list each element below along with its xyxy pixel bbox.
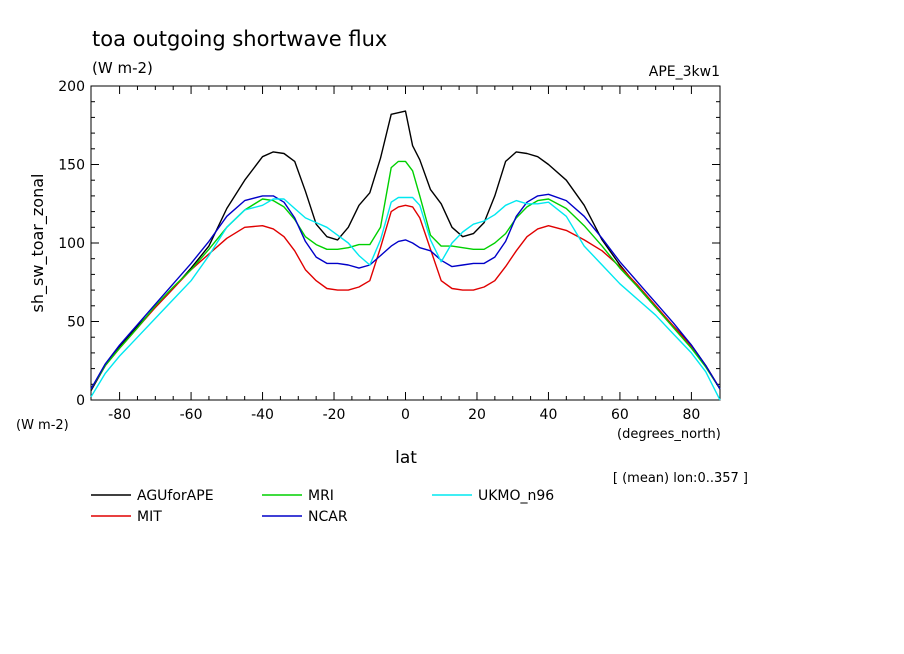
footnote: [ (mean) lon:0..357 ] (613, 471, 748, 486)
legend-label: MIT (137, 509, 162, 525)
series-line-ncar (90, 193, 721, 390)
y-tick-label: 200 (58, 79, 85, 95)
x-tick-label: 80 (682, 407, 700, 423)
legend-label: NCAR (308, 509, 348, 525)
series-line-mri (90, 160, 721, 390)
y-tick-label: 150 (58, 158, 85, 174)
legend-label: MRI (308, 488, 334, 504)
x-tick-labels: -80 -60 -40 -20 0 20 40 60 80 (108, 407, 700, 423)
legend-label: UKMO_n96 (478, 488, 554, 504)
x-tick-label: 60 (611, 407, 629, 423)
x-tick-label: -40 (251, 407, 274, 423)
plot-frame (90, 85, 721, 401)
x-axis-units: (degrees_north) (617, 427, 721, 442)
legend-label: AGUforAPE (137, 488, 214, 504)
x-tick-label: -60 (180, 407, 203, 423)
series-layer (90, 110, 721, 401)
x-tick-label: 0 (401, 407, 410, 423)
x-tick-label: -80 (108, 407, 131, 423)
chart-title: toa outgoing shortwave flux (92, 27, 387, 51)
legend: AGUforAPE MIT MRI NCAR UKMO_n96 (91, 488, 554, 525)
series-line-ukmo-n96 (90, 196, 721, 401)
y-tick-label: 0 (76, 393, 85, 409)
run-label: APE_3kw1 (649, 64, 720, 80)
series-line-aguforape (90, 110, 721, 391)
y-axis-label: sh_sw_toar_zonal (28, 174, 48, 313)
x-tick-label: 40 (540, 407, 558, 423)
series-line-mit (90, 204, 721, 390)
x-axis-label: lat (395, 448, 417, 468)
y-axis-units: (W m-2) (16, 418, 69, 433)
y-tick-labels: 0 50 100 150 200 (58, 79, 85, 409)
axis-ticks (91, 85, 720, 401)
y-tick-label: 100 (58, 236, 85, 252)
y-tick-label: 50 (67, 315, 85, 331)
x-tick-label: -20 (323, 407, 346, 423)
x-tick-label: 20 (468, 407, 486, 423)
chart-subtitle: (W m-2) (92, 59, 153, 77)
